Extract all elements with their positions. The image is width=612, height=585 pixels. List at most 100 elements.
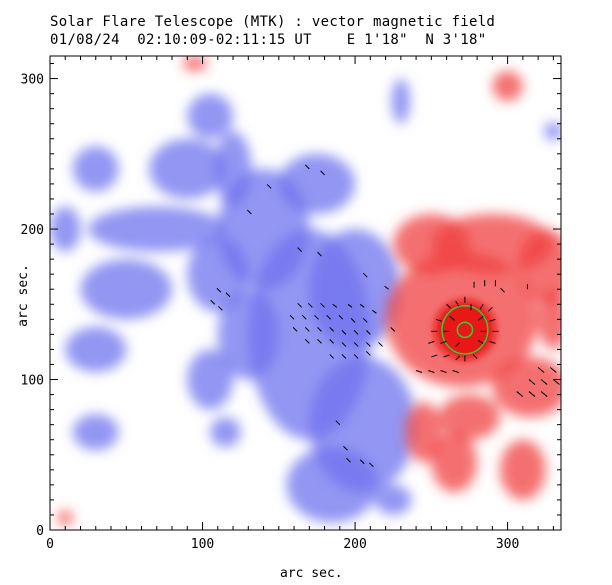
field-vector (553, 379, 560, 385)
field-vector (266, 184, 272, 189)
y-tick-label: 0 (36, 524, 44, 539)
field-vector (428, 340, 435, 344)
x-tick-label: 0 (46, 537, 54, 552)
positive-field-patch (538, 289, 561, 350)
negative-field-patch (210, 417, 241, 448)
field-vector (384, 285, 389, 290)
negative-field-patch (50, 206, 81, 252)
x-axis-label: arc sec. (280, 566, 343, 581)
field-vector (362, 272, 368, 278)
field-vector (452, 370, 459, 373)
field-vector (528, 379, 536, 385)
field-vector (218, 305, 223, 311)
field-vector (488, 306, 493, 312)
field-vector (477, 339, 484, 344)
field-vector (449, 315, 455, 321)
field-vector (477, 315, 484, 321)
field-vector (365, 351, 371, 356)
field-vector (359, 303, 365, 308)
field-vector (489, 340, 496, 344)
field-contour (456, 321, 474, 339)
negative-field-patch (374, 484, 412, 515)
sunspot-core (434, 299, 496, 360)
sunspot-umbra (434, 299, 496, 360)
field-vector (246, 209, 252, 215)
positive-field-patch (499, 439, 546, 500)
field-vector (343, 445, 348, 451)
field-vector (329, 339, 335, 344)
negative-field-patch (391, 78, 410, 124)
field-vector (326, 314, 332, 320)
field-vector (428, 370, 435, 373)
field-vector (350, 317, 356, 323)
negative-field-patch (187, 93, 234, 139)
field-vector (446, 303, 451, 309)
field-vector (500, 287, 505, 293)
field-vector (435, 318, 443, 322)
field-vector (317, 327, 322, 332)
field-vector (443, 354, 450, 358)
field-vector (332, 303, 338, 308)
negative-field-patch (544, 122, 561, 141)
field-vector (431, 354, 438, 358)
field-vector (440, 370, 447, 373)
field-vector (540, 391, 548, 397)
field-vector (440, 340, 447, 344)
positive-field-patch (182, 56, 208, 72)
field-vector (455, 355, 461, 361)
field-vector (550, 367, 557, 373)
field-vector (479, 304, 484, 310)
field-vector (359, 459, 365, 465)
positive-field-patch (393, 214, 470, 275)
magnetogram-image (50, 56, 561, 526)
chart-title: Solar Flare Telescope (MTK) : vector mag… (50, 14, 496, 30)
negative-field-patch (72, 414, 119, 451)
plot-frame (49, 55, 562, 531)
positive-field-patch (57, 510, 73, 526)
field-vector (378, 342, 383, 347)
field-vector (317, 251, 322, 257)
positive-field-patch (492, 71, 523, 102)
field-vector (292, 327, 298, 332)
field-vector (320, 302, 325, 308)
positive-field-patch (405, 402, 443, 463)
negative-field-patch (88, 206, 226, 252)
field-vector (329, 327, 335, 332)
negative-field-patch (187, 236, 249, 312)
field-vector (365, 330, 371, 335)
x-tick-label: 200 (343, 537, 366, 552)
field-vector (308, 302, 313, 308)
positive-field-patch (438, 394, 500, 440)
positive-polarity-region (57, 56, 561, 526)
field-vector (297, 302, 303, 308)
field-vector (353, 342, 359, 347)
field-vector (540, 379, 548, 385)
contour-lines (441, 305, 489, 355)
field-vector (297, 247, 303, 252)
field-vector (365, 342, 371, 347)
positive-field-patch (492, 356, 561, 418)
negative-field-patch (217, 289, 279, 380)
negative-field-patch (309, 229, 401, 350)
chart-subtitle: 01/08/24 02:10:09-02:11:15 UT E 1'18" N … (50, 32, 487, 48)
field-vector (289, 314, 295, 320)
field-vector (341, 330, 347, 335)
y-tick-label: 200 (21, 223, 44, 238)
field-vector (455, 301, 460, 307)
negative-field-patch (80, 259, 173, 320)
field-vector (528, 391, 536, 397)
negative-field-patch (214, 131, 252, 207)
positive-field-patch (431, 432, 478, 493)
field-vector (216, 287, 222, 293)
y-axis-label: arc sec. (15, 264, 31, 327)
field-vector (304, 339, 310, 344)
positive-field-patch (518, 229, 561, 305)
field-vector (335, 420, 341, 426)
field-vector (329, 354, 335, 359)
field-vector (347, 303, 353, 308)
negative-field-patch (286, 447, 378, 523)
field-vector (353, 330, 359, 335)
y-tick-label: 100 (21, 374, 44, 389)
field-vector (341, 354, 347, 359)
